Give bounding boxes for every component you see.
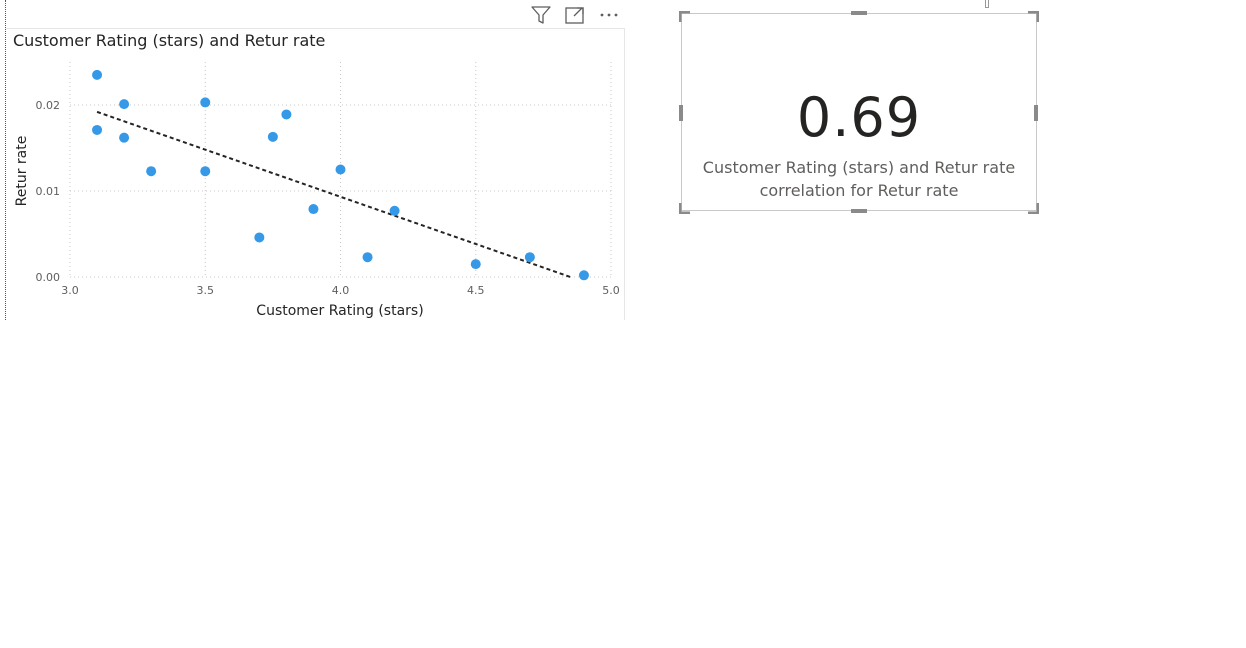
correlation-card-visual[interactable]: 0.69 Customer Rating (stars) and Retur r…: [681, 13, 1037, 211]
data-point[interactable]: [92, 69, 103, 80]
scatter-chart-visual[interactable]: Customer Rating (stars) and Retur rate 3…: [0, 0, 626, 320]
canvas-edge-line: [5, 0, 6, 320]
data-point[interactable]: [254, 232, 265, 243]
data-point[interactable]: [119, 99, 130, 110]
resize-handle-top-left[interactable]: [679, 11, 691, 23]
card-label: Customer Rating (stars) and Retur rate c…: [682, 156, 1036, 202]
data-point[interactable]: [308, 204, 319, 215]
data-point[interactable]: [524, 252, 535, 263]
filter-icon[interactable]: [530, 4, 552, 26]
resize-handle-top[interactable]: [851, 11, 867, 15]
x-tick-label: 3.5: [197, 284, 215, 297]
y-axis-label: Retur rate: [14, 136, 30, 207]
visual-header-toolbar: [530, 4, 620, 26]
resize-handle-top-right[interactable]: [1027, 11, 1039, 23]
data-point[interactable]: [200, 97, 211, 108]
focus-mode-icon[interactable]: [564, 4, 586, 26]
card-value: 0.69: [796, 86, 922, 149]
x-tick-label: 3.0: [61, 284, 79, 297]
y-tick-label: 0.01: [36, 185, 61, 198]
card-label-line2: correlation for Retur rate: [759, 181, 959, 200]
resize-handle-left[interactable]: [679, 105, 683, 121]
x-tick-label: 5.0: [602, 284, 620, 297]
resize-handle-bottom-left[interactable]: [679, 202, 691, 214]
resize-handle-bottom-right[interactable]: [1027, 202, 1039, 214]
y-tick-label: 0.00: [36, 271, 61, 284]
data-point[interactable]: [267, 131, 278, 142]
chart-title: Customer Rating (stars) and Retur rate: [13, 31, 326, 50]
card-label-line1: Customer Rating (stars) and Retur rate: [702, 158, 1016, 177]
data-point[interactable]: [146, 166, 157, 177]
y-tick-label: 0.02: [36, 99, 61, 112]
x-tick-label: 4.0: [332, 284, 350, 297]
resize-handle-right[interactable]: [1034, 105, 1038, 121]
data-point[interactable]: [470, 259, 481, 270]
resize-anchor-handle[interactable]: [985, 0, 989, 8]
data-point[interactable]: [119, 132, 130, 143]
data-point[interactable]: [92, 124, 103, 135]
scatter-plot-area: 3.0 3.5 4.0 4.5 5.0 0.00 0.01 0.02 Customer Ra…: [14, 62, 620, 319]
resize-handle-bottom[interactable]: [851, 209, 867, 213]
data-point[interactable]: [389, 205, 400, 216]
x-tick-label: 4.5: [467, 284, 485, 297]
more-options-icon[interactable]: [598, 4, 620, 26]
data-point[interactable]: [281, 109, 292, 120]
data-point[interactable]: [335, 164, 346, 175]
data-point[interactable]: [578, 270, 589, 281]
data-point[interactable]: [362, 252, 373, 263]
visual-border: [6, 28, 625, 320]
x-axis-label: Customer Rating (stars): [256, 303, 423, 319]
trend-line: [96, 110, 571, 278]
data-point[interactable]: [200, 166, 211, 177]
